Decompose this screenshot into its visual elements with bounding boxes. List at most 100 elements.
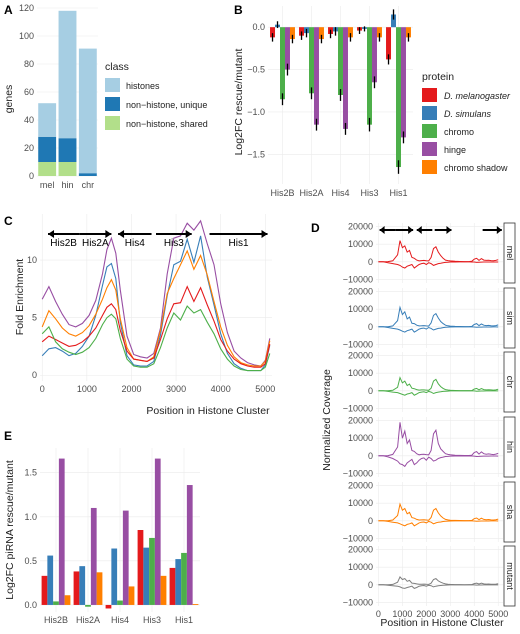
facet-strip [503, 481, 516, 543]
panel-a-axes: 0 20 40 60 80 100 120 mel hin chr [19, 3, 98, 190]
x-tick-label: His2B [270, 188, 294, 198]
panel-e-label: E [4, 429, 12, 443]
bar-His2B-chromoshadow [289, 27, 295, 40]
panel-e-axes: 0.0 0.5 1.0 1.5 His2B His2A His4 His3 His1 [24, 448, 200, 625]
bar-His4-chromo [338, 27, 343, 95]
bar-His2A-dsimulans [79, 566, 86, 605]
bar-His2A-hinge [313, 27, 319, 125]
line-chromo [41, 305, 271, 372]
bar-His3-chromo [149, 537, 155, 605]
panel-c-axes: 0 5 10 0 1000 2000 3000 4000 5000 His2B His2A His4 H… [27, 214, 275, 394]
y-tick-label: 0 [368, 322, 373, 332]
bar-His4-chromo [117, 600, 123, 605]
coverage-minus-sha [378, 520, 499, 527]
y-tick-label: 20000 [348, 416, 373, 426]
y-tick-label: 10000 [348, 239, 373, 249]
region-arrow-head [408, 226, 414, 234]
bar-hin-series-1 [58, 138, 77, 162]
facet-strip [503, 287, 516, 349]
bar-His4-hinge [122, 510, 129, 605]
y-tick-label: 10000 [348, 368, 373, 378]
panel-c-label: C [4, 214, 13, 228]
plot-background [376, 482, 503, 542]
bar-His2B-dsimulans [47, 555, 54, 605]
coverage-plus-hin [378, 422, 499, 457]
legend-label-histones: histones [126, 81, 160, 91]
region-arrow-head [105, 230, 112, 238]
y-tick-label: 1.0 [24, 512, 37, 522]
y-tick-label: 10000 [348, 433, 373, 443]
region-arrow-head [379, 226, 385, 234]
panel-b-legend: protein D. melanogaster D. simulans chro… [422, 71, 511, 174]
panel-d: D Normalized Coverage Position in Histon… [311, 221, 516, 629]
region-label: His4 [125, 238, 145, 249]
bar-His2A-chromoshadow [96, 572, 103, 605]
facet-mutant: −10000 0 10000 20000 mutant [343, 545, 516, 607]
bar-His3-chromoshadow [160, 575, 167, 605]
panel-b-axes: −1.5 −1.0 −0.5 0.0 His2B His2A His4 His3 His1 [247, 6, 413, 198]
x-tick-label: His4 [331, 188, 349, 198]
x-tick-label: chr [82, 180, 95, 190]
facet-strip-label: sha [505, 505, 515, 520]
y-tick-label: 20000 [348, 545, 373, 555]
y-tick-label: −1.5 [247, 149, 265, 159]
facet-strip-label: hin [505, 441, 515, 453]
bar-hin-series-2 [58, 10, 77, 139]
region-arrow-head [416, 226, 422, 234]
y-tick-label: 0.0 [24, 600, 37, 610]
y-tick-label: 20000 [348, 481, 373, 491]
y-tick-label: 0 [368, 580, 373, 590]
region-arrow-head [48, 230, 55, 238]
bar-His4-dsimulans [111, 548, 118, 605]
facet-strip [503, 416, 516, 478]
bar-His1-hinge [186, 485, 193, 605]
legend-swatch-unique [105, 97, 120, 111]
bar-His1-dsimulans [391, 14, 397, 28]
line-dsimulans [41, 235, 271, 372]
y-tick-label: 40 [24, 115, 34, 125]
facet-sha: −10000 0 10000 20000 sha [343, 481, 516, 543]
facet-strip [503, 545, 516, 607]
y-tick-label: 1.5 [24, 468, 37, 478]
bar-His1-dmelanogaster [169, 567, 176, 605]
panel-d-ylabel: Normalized Coverage [321, 369, 333, 471]
legend-swatch-hinge [422, 142, 437, 156]
bar-chr-series-1 [78, 173, 97, 176]
y-tick-label: 0 [368, 257, 373, 267]
x-tick-label: 4000 [211, 384, 231, 394]
x-tick-label: His2B [44, 615, 68, 625]
bar-His2A-hinge [90, 507, 97, 605]
line-dmelanogaster [41, 285, 271, 368]
y-tick-label: 10000 [348, 562, 373, 572]
y-tick-label: −10000 [343, 339, 373, 349]
bar-His1-chromoshadow [192, 604, 199, 605]
y-tick-label: 0.0 [252, 22, 265, 32]
bar-His3-hinge [371, 27, 377, 83]
bar-His4-chromoshadow [128, 586, 135, 605]
panel-c-ylabel: Fold Enrichment [14, 259, 26, 336]
plot-background [376, 288, 503, 348]
bar-His2A-chromoshadow [318, 27, 324, 40]
y-tick-label: 20 [24, 143, 34, 153]
y-tick-label: 10 [27, 255, 37, 265]
legend-label-chromo: chromo [444, 127, 474, 137]
bar-His1-dsimulans [175, 559, 182, 605]
panel-d-xlabel: Position in Histone Cluster [380, 617, 504, 629]
coverage-plus-sim [378, 305, 499, 328]
x-tick-label: 3000 [166, 384, 186, 394]
bar-His2B-chromo [280, 27, 285, 100]
facet-strip [503, 222, 516, 284]
bar-His2B-chromoshadow [64, 595, 71, 605]
x-tick-label: 3000 [440, 609, 460, 619]
bar-His2A-chromo [85, 604, 91, 607]
x-tick-label: 2000 [416, 609, 436, 619]
coverage-minus-mutant [378, 584, 499, 589]
facet-strip-label: mel [505, 246, 515, 261]
bar-His4-dmelanogaster [105, 604, 112, 609]
y-tick-label: −10000 [343, 403, 373, 413]
y-tick-label: 20000 [348, 222, 373, 232]
legend-label-shadow: chromo shadow [444, 163, 508, 173]
bar-mel-series-2 [38, 103, 57, 137]
x-tick-label: His1 [175, 615, 193, 625]
